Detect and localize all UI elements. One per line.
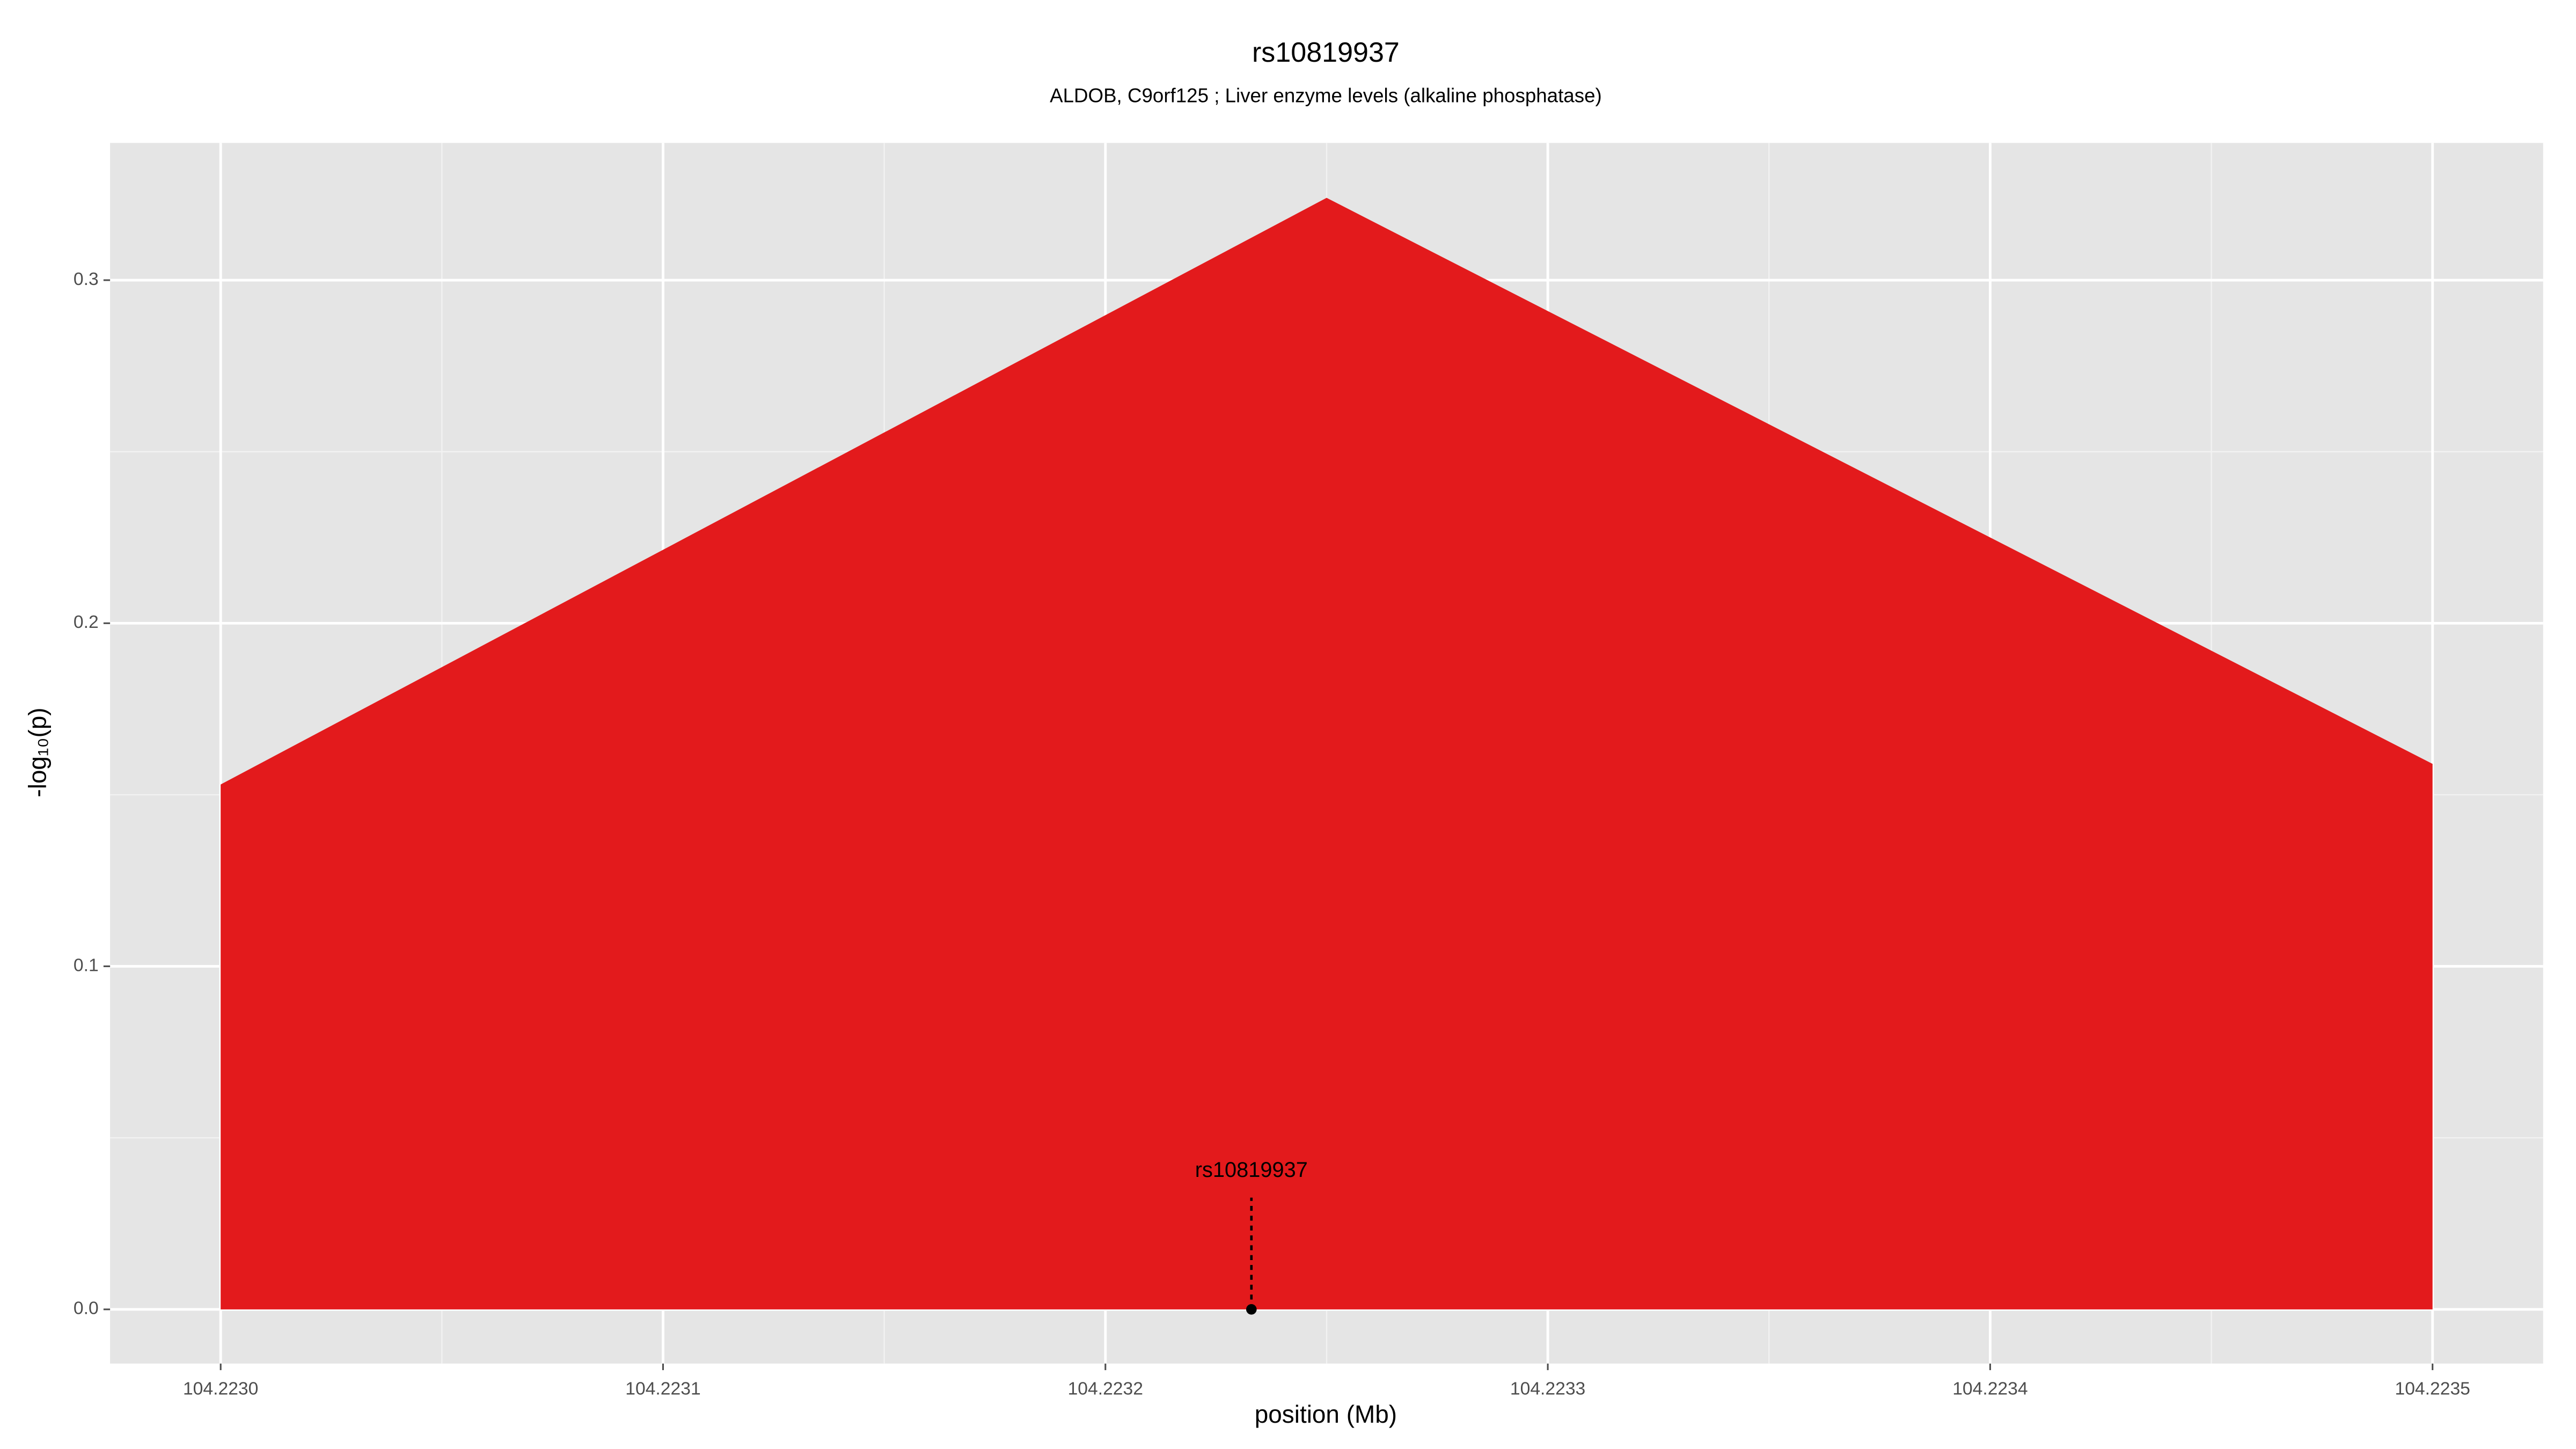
annotation-point (1246, 1304, 1257, 1315)
x-tick-label: 104.2230 (183, 1379, 258, 1399)
x-tick-label: 104.2235 (2395, 1379, 2470, 1399)
chart-title: rs10819937 (1252, 37, 1400, 68)
y-tick-label: 0.2 (74, 612, 99, 632)
y-tick-label: 0.1 (74, 955, 99, 975)
x-tick-label: 104.2234 (1952, 1379, 2028, 1399)
y-axis-label: -log₁₀(p) (24, 707, 52, 797)
annotation-label: rs10819937 (1195, 1158, 1308, 1182)
x-tick-label: 104.2231 (625, 1379, 700, 1399)
x-tick-label: 104.2233 (1510, 1379, 1585, 1399)
chart-subtitle: ALDOB, C9orf125 ; Liver enzyme levels (a… (1050, 84, 1602, 106)
x-tick-label: 104.2232 (1068, 1379, 1143, 1399)
y-tick-label: 0.3 (74, 269, 99, 289)
y-tick-label: 0.0 (74, 1299, 99, 1319)
area (221, 197, 2433, 1309)
x-axis-label: position (Mb) (1255, 1400, 1397, 1428)
